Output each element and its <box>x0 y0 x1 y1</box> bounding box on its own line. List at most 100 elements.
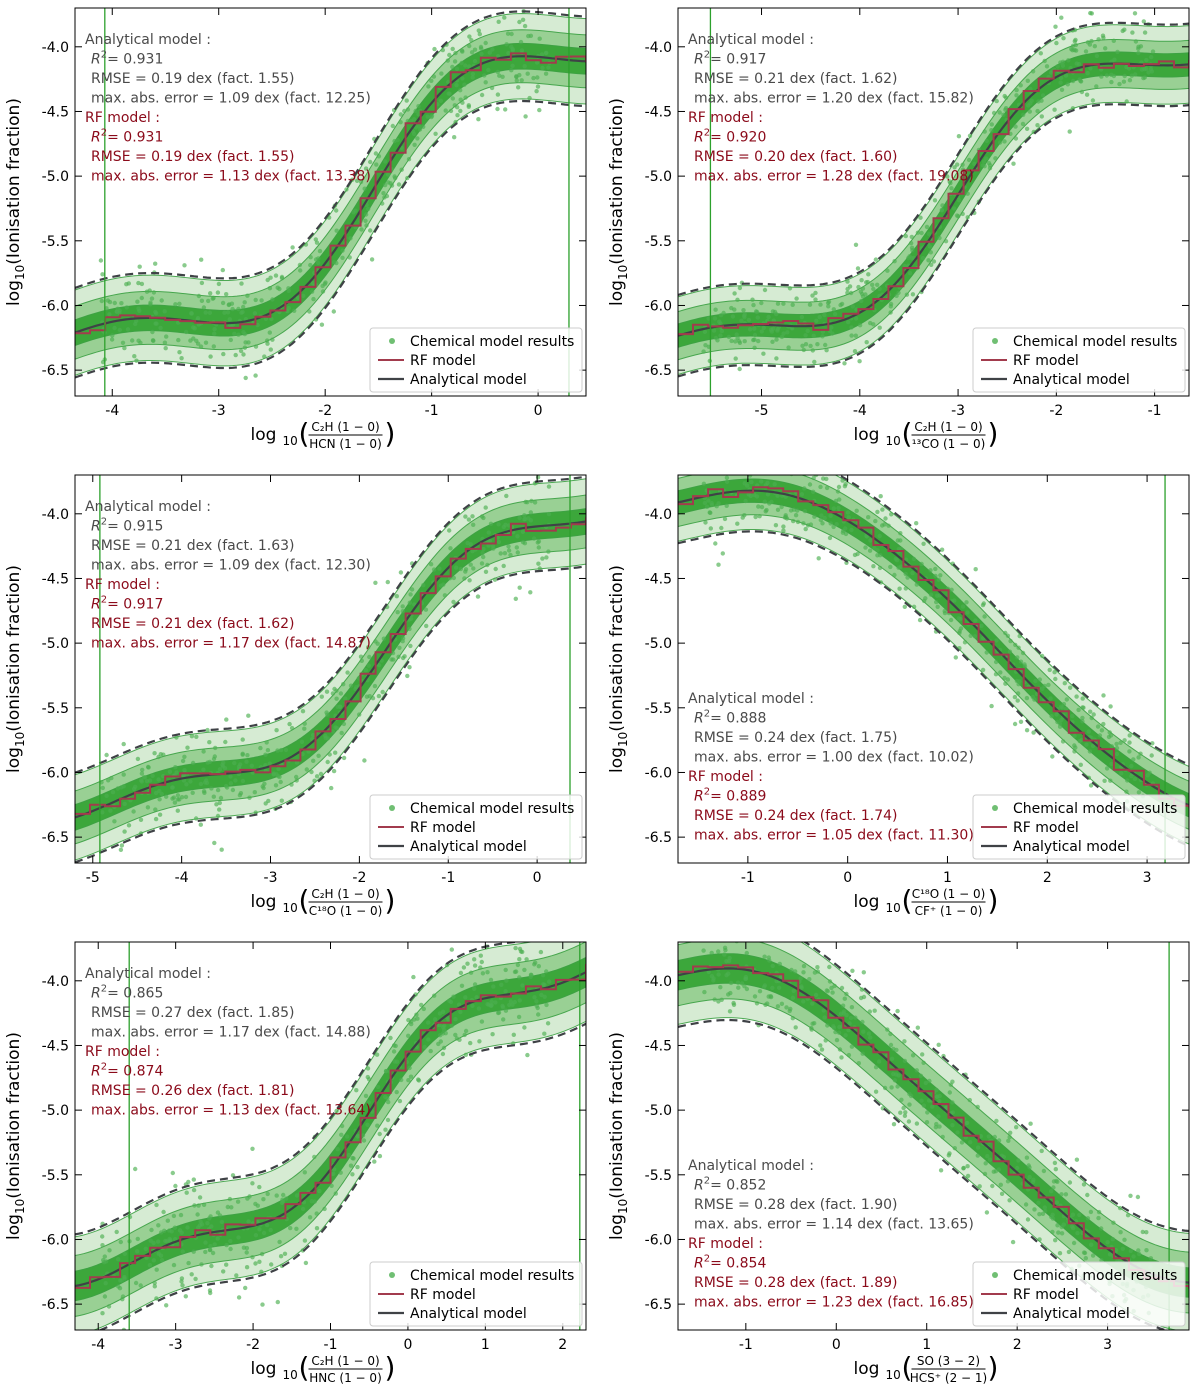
data-point <box>351 210 355 214</box>
data-point <box>160 792 164 796</box>
data-point <box>1032 1207 1036 1211</box>
data-point <box>157 797 161 801</box>
data-point <box>1043 1209 1047 1213</box>
data-point <box>116 1257 120 1261</box>
data-point <box>447 528 451 532</box>
data-point <box>152 290 156 294</box>
data-point <box>867 1031 871 1035</box>
data-point <box>734 918 738 922</box>
data-point <box>236 1200 240 1204</box>
data-point <box>200 299 204 303</box>
legend: Chemical model resultsRF modelAnalytical… <box>973 328 1185 392</box>
data-point <box>298 263 302 267</box>
data-point <box>486 68 490 72</box>
data-point <box>925 225 929 229</box>
x-tick-label: 2 <box>1013 1337 1022 1353</box>
x-tick-label: -3 <box>169 1337 183 1353</box>
data-point <box>1077 62 1081 66</box>
data-point <box>868 1035 872 1039</box>
legend-label-points: Chemical model results <box>410 801 574 817</box>
data-point <box>1124 790 1128 794</box>
data-point <box>926 258 930 262</box>
data-point <box>341 682 345 686</box>
data-point <box>868 538 872 542</box>
data-point <box>191 336 195 340</box>
data-point <box>154 1203 158 1207</box>
data-point <box>244 376 248 380</box>
data-point <box>889 1043 893 1047</box>
data-point <box>1118 741 1122 745</box>
x-axis-label-log: log <box>854 425 880 445</box>
data-point <box>177 350 181 354</box>
data-point <box>509 32 513 36</box>
y-axis-label-log: log <box>607 747 627 773</box>
data-point <box>1101 693 1105 697</box>
data-point <box>936 1114 940 1118</box>
data-point <box>800 466 804 470</box>
data-point <box>849 325 853 329</box>
x-axis-label-sub: 10 <box>886 434 901 448</box>
data-point <box>396 655 400 659</box>
data-point <box>513 946 517 950</box>
x-tick-label: -4 <box>91 1337 105 1353</box>
data-point <box>151 1241 155 1245</box>
x-axis-label-paren-close: ) <box>988 1351 999 1384</box>
data-point <box>199 344 203 348</box>
x-tick-label: 1 <box>922 1337 931 1353</box>
data-point <box>1016 682 1020 686</box>
data-point <box>518 586 522 590</box>
data-point <box>713 316 717 320</box>
y-tick-label: -5.0 <box>42 636 69 652</box>
data-point <box>742 984 746 988</box>
x-axis-label-paren-close: ) <box>988 417 999 450</box>
data-point <box>1088 710 1092 714</box>
data-point <box>1039 51 1043 55</box>
data-point <box>716 972 720 976</box>
data-point <box>230 307 234 311</box>
data-point <box>1016 691 1020 695</box>
data-point <box>1016 698 1020 702</box>
data-point <box>1067 1250 1071 1254</box>
data-point <box>1078 739 1082 743</box>
data-point <box>376 642 380 646</box>
data-point <box>834 499 838 503</box>
data-point <box>345 670 349 674</box>
data-point <box>998 140 1002 144</box>
data-point <box>463 569 467 573</box>
data-point <box>784 1005 788 1009</box>
data-point <box>524 957 528 961</box>
data-point <box>205 728 209 732</box>
data-point <box>710 916 714 920</box>
data-point <box>504 1009 508 1013</box>
panel-2: -5 -4 -3 -2 -1-4.0-4.5-5.0-5.5-6.0-6.5log10(… <box>607 8 1200 451</box>
data-point <box>455 113 459 117</box>
data-point <box>502 564 506 568</box>
data-point <box>723 517 727 521</box>
data-point <box>702 482 706 486</box>
data-point <box>791 996 795 1000</box>
data-point <box>468 1041 472 1045</box>
data-point <box>536 562 540 566</box>
y-tick-label: -4.0 <box>42 40 69 56</box>
data-point <box>802 348 806 352</box>
data-point <box>221 268 225 272</box>
x-axis-label-sub: 10 <box>283 1368 298 1382</box>
y-tick-label: -5.5 <box>42 234 69 250</box>
data-point <box>270 297 274 301</box>
legend-label-points: Chemical model results <box>410 1268 574 1284</box>
data-point <box>1087 729 1091 733</box>
data-point <box>339 691 343 695</box>
data-point <box>104 1331 108 1335</box>
data-point <box>400 168 404 172</box>
data-point <box>237 1295 241 1299</box>
data-point <box>968 1140 972 1144</box>
data-point <box>770 986 774 990</box>
data-point <box>711 469 715 473</box>
data-point <box>1112 58 1116 62</box>
data-point <box>756 339 760 343</box>
data-point <box>1011 162 1015 166</box>
data-point <box>224 292 228 296</box>
data-point <box>960 1140 964 1144</box>
data-point <box>1086 40 1090 44</box>
legend-label-analytical: Analytical model <box>1013 372 1130 388</box>
